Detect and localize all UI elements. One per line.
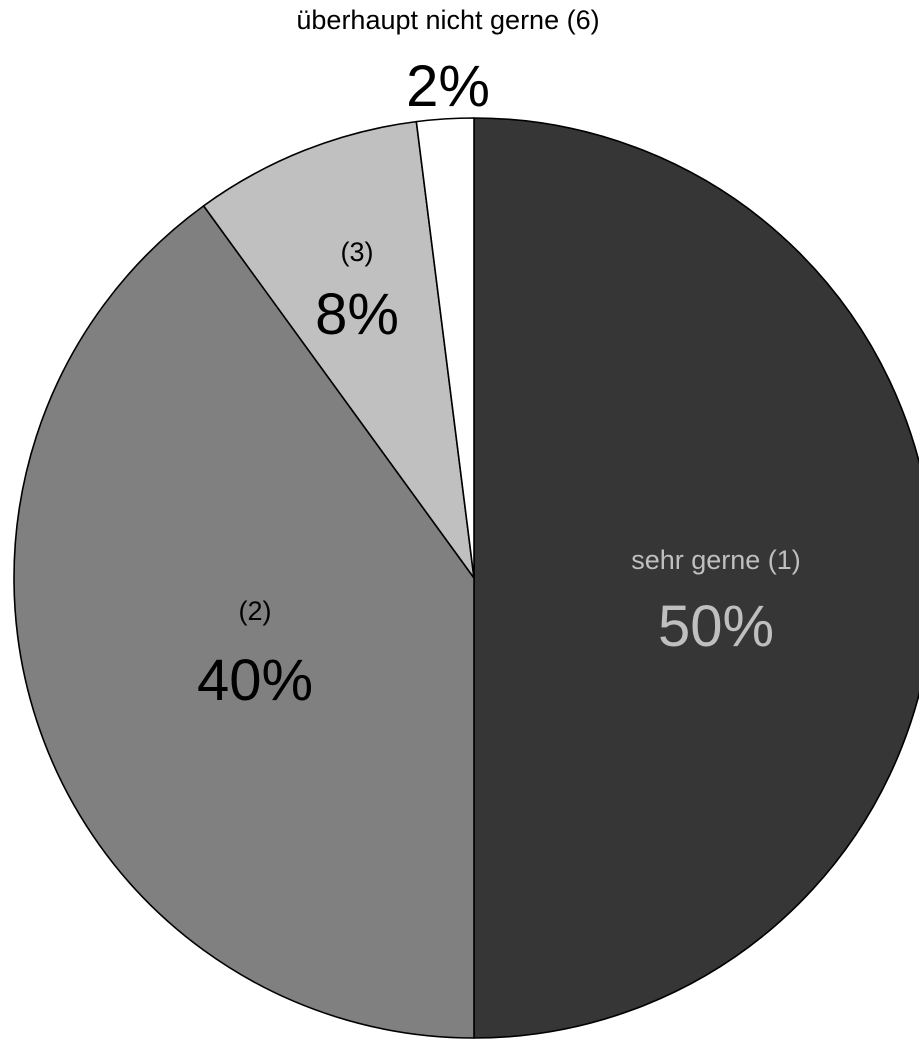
slice-label: (2) — [239, 596, 272, 626]
slice-percent-label: 8% — [315, 282, 399, 347]
pie-slice-3 — [202, 120, 475, 579]
pie-labels: sehr gerne (1) 50% (2) 40% (3) 8% überhaupt ni… — [197, 5, 801, 713]
slice-label: überhaupt nicht gerne (6) — [296, 5, 599, 35]
pie-slices — [13, 117, 919, 1039]
pie-slice-1 — [473, 117, 919, 1039]
pie-slice-2 — [13, 205, 475, 1039]
slice-label: (3) — [341, 237, 374, 267]
slice-percent-label: 50% — [658, 594, 774, 659]
slice-percent-label: 40% — [197, 648, 313, 713]
slice-label: sehr gerne (1) — [631, 545, 801, 575]
pie-slice-4 — [415, 117, 475, 579]
slice-percent-label: 2% — [406, 54, 490, 119]
